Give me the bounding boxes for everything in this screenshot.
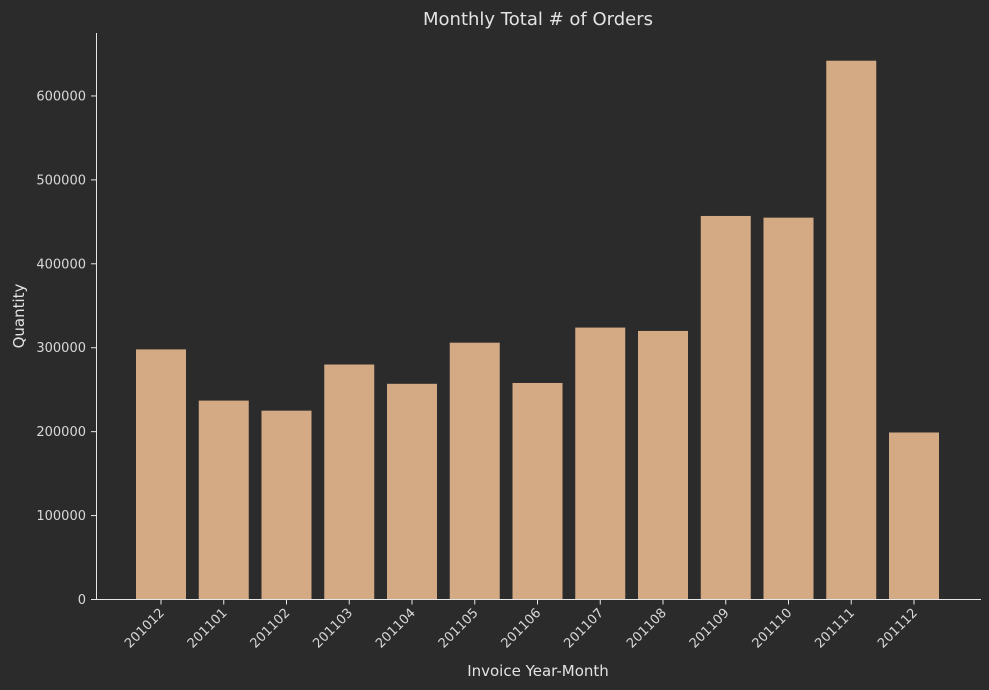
bar-201012 (136, 349, 186, 600)
x-tick-label: 201101 (185, 606, 231, 652)
y-tick-label: 0 (78, 593, 86, 608)
bar-201109 (700, 215, 751, 600)
x-tick-label: 201104 (373, 606, 419, 652)
y-tick-label: 300000 (36, 341, 86, 356)
chart-title: Monthly Total # of Orders (423, 9, 653, 30)
x-axis-label: Invoice Year-Month (467, 662, 609, 680)
x-tick-label: 201109 (687, 606, 733, 652)
x-tick-label: 201106 (499, 606, 545, 652)
y-axis-label: Quantity (10, 283, 28, 348)
bar-201105 (449, 342, 500, 600)
y-tick-label: 500000 (36, 173, 86, 188)
x-tick-label: 201110 (750, 606, 796, 652)
x-axis: 201012 201101 201102 201103 201104 201105 2011… (96, 599, 981, 652)
x-tick-label: 201111 (812, 606, 858, 652)
x-tick-label: 201105 (436, 606, 482, 652)
x-tick-label: 201102 (248, 606, 294, 652)
bar-201102 (261, 410, 312, 600)
y-axis: 0 100000 200000 300000 400000 500000 600000 (36, 33, 97, 608)
x-tick-label: 201107 (561, 606, 607, 652)
y-tick-label: 100000 (36, 509, 86, 524)
bar-201110 (763, 217, 814, 600)
bar-201103 (324, 364, 375, 600)
bar-201104 (387, 383, 437, 600)
y-tick-label: 600000 (36, 89, 86, 104)
x-tick-label: 201112 (875, 606, 921, 652)
y-tick-label: 200000 (36, 425, 86, 440)
bar-201108 (638, 330, 688, 600)
x-tick-label: 201103 (310, 606, 356, 652)
bar-201107 (575, 327, 626, 600)
bar-201106 (512, 382, 563, 600)
x-tick-label: 201012 (122, 606, 168, 652)
bar-201111 (826, 60, 877, 600)
bar-201101 (198, 400, 249, 600)
bars-group (136, 60, 939, 600)
x-tick-label: 201108 (624, 606, 670, 652)
bar-201112 (889, 432, 939, 600)
y-tick-label: 400000 (36, 257, 86, 272)
